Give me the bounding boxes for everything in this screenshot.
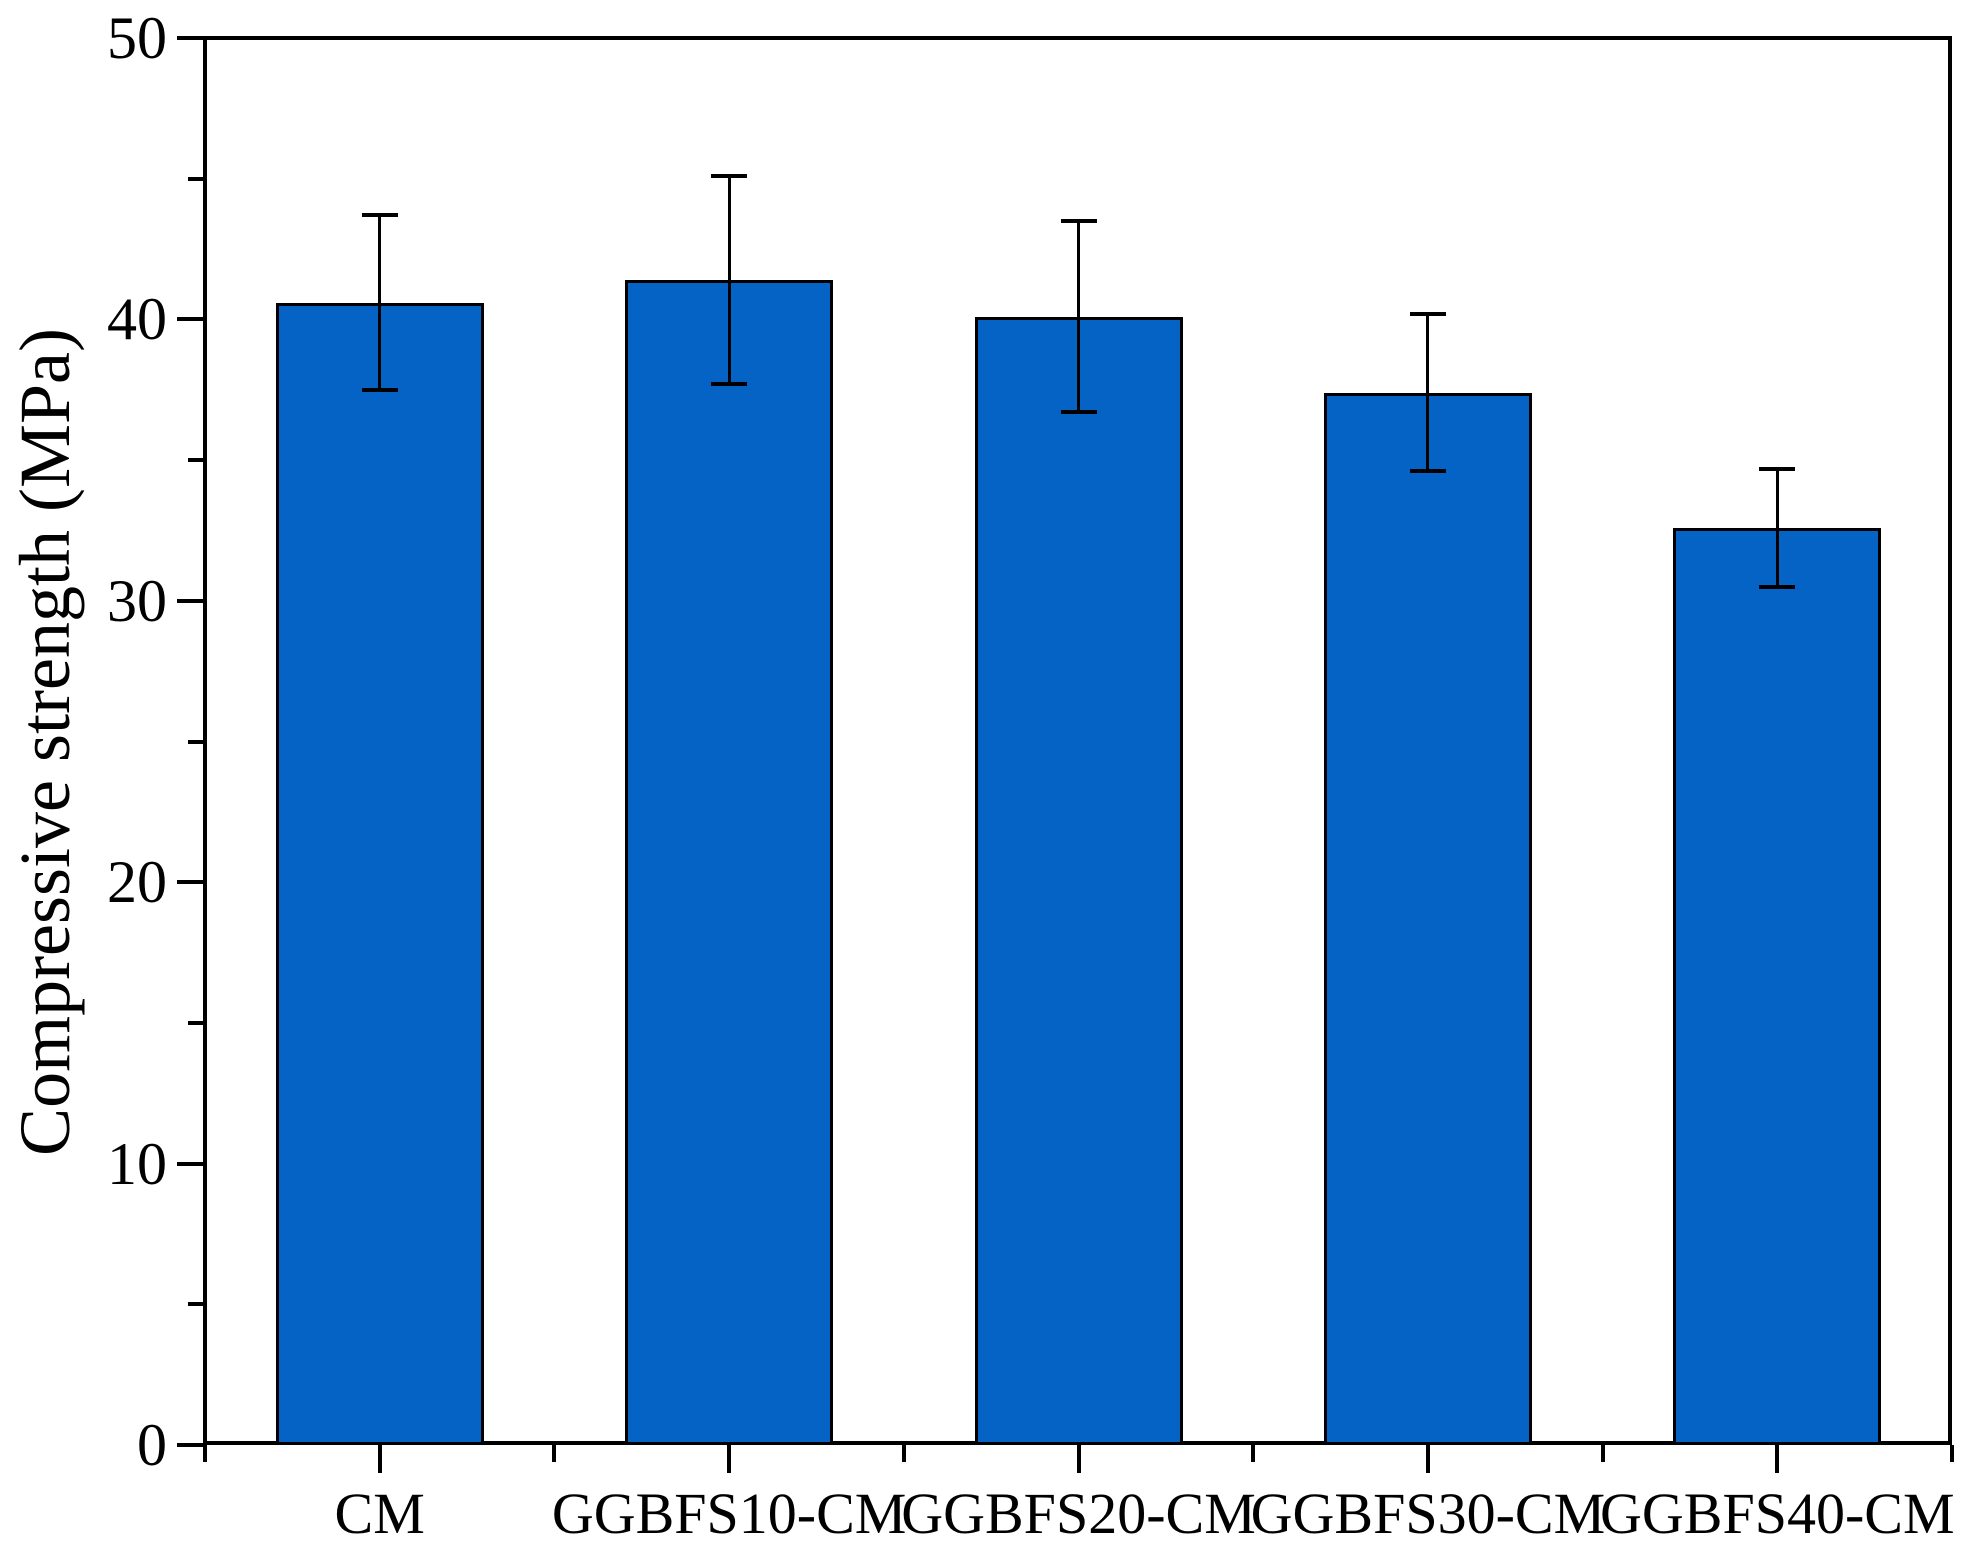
x-minor-tick-2 [901, 1445, 906, 1462]
error-bar-cap-upper-GGBFS20-CM [1060, 218, 1097, 223]
x-minor-tick-3 [1251, 1445, 1256, 1462]
y-tick-label-30: 30 [107, 567, 167, 634]
x-tick-label-CM: CM [334, 1481, 425, 1546]
bar-CM [275, 302, 484, 1445]
y-axis-title: Compressive strength (MPa) [5, 328, 85, 1156]
error-bar-cap-upper-GGBFS10-CM [711, 173, 748, 178]
error-bar-cap-lower-GGBFS40-CM [1759, 584, 1796, 589]
error-bar-line-GGBFS30-CM [1426, 313, 1430, 472]
bar-GGBFS10-CM [625, 280, 834, 1445]
error-bar-cap-upper-CM [361, 213, 398, 218]
error-bar-line-GGBFS40-CM [1775, 468, 1779, 587]
x-tick-label-GGBFS10-CM: GGBFS10-CM [551, 1481, 907, 1546]
error-bar-cap-upper-GGBFS30-CM [1409, 311, 1446, 316]
y-minor-tick-25 [188, 739, 205, 744]
y-tick-label-40: 40 [107, 286, 167, 353]
y-major-tick-40 [177, 317, 205, 322]
x-tick-label-GGBFS40-CM: GGBFS40-CM [1600, 1481, 1955, 1546]
x-minor-tick-4 [1600, 1445, 1605, 1462]
error-bar-cap-lower-GGBFS30-CM [1409, 469, 1446, 474]
error-bar-cap-lower-GGBFS10-CM [711, 382, 748, 387]
y-major-tick-10 [177, 1161, 205, 1166]
error-bar-cap-lower-GGBFS20-CM [1060, 410, 1097, 415]
y-minor-tick-35 [188, 458, 205, 463]
y-minor-tick-15 [188, 1020, 205, 1025]
x-major-tick-GGBFS20-CM [1076, 1445, 1081, 1473]
y-tick-label-20: 20 [107, 849, 167, 916]
bar-GGBFS20-CM [974, 316, 1183, 1445]
y-tick-label-10: 10 [107, 1130, 167, 1197]
bar-GGBFS30-CM [1323, 392, 1532, 1445]
error-bar-line-GGBFS10-CM [727, 175, 731, 385]
x-major-tick-GGBFS30-CM [1425, 1445, 1430, 1473]
x-major-tick-GGBFS40-CM [1775, 1445, 1780, 1473]
y-major-tick-30 [177, 598, 205, 603]
x-minor-tick-1 [552, 1445, 557, 1462]
y-minor-tick-45 [188, 176, 205, 181]
error-bar-line-CM [378, 215, 382, 390]
y-minor-tick-5 [188, 1302, 205, 1307]
bar-GGBFS40-CM [1673, 527, 1882, 1445]
y-major-tick-20 [177, 880, 205, 885]
x-tick-label-GGBFS30-CM: GGBFS30-CM [1250, 1481, 1606, 1546]
y-major-tick-0 [177, 1443, 205, 1447]
error-bar-cap-upper-GGBFS40-CM [1759, 466, 1796, 471]
y-major-tick-50 [177, 36, 205, 40]
error-bar-line-GGBFS20-CM [1077, 220, 1080, 413]
x-minor-tick-0 [203, 1445, 207, 1462]
plot-area [205, 38, 1952, 1445]
x-minor-tick-5 [1950, 1445, 1954, 1462]
x-tick-label-GGBFS20-CM: GGBFS20-CM [901, 1481, 1256, 1546]
x-major-tick-GGBFS10-CM [727, 1445, 732, 1473]
y-tick-label-0: 0 [137, 1412, 167, 1478]
y-tick-label-50: 50 [107, 5, 167, 71]
error-bar-cap-lower-CM [361, 387, 398, 392]
x-major-tick-CM [377, 1445, 382, 1473]
